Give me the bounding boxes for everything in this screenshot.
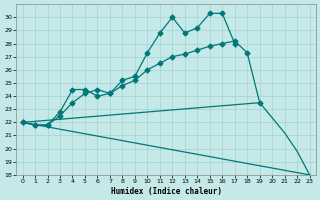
X-axis label: Humidex (Indice chaleur): Humidex (Indice chaleur): [111, 187, 221, 196]
